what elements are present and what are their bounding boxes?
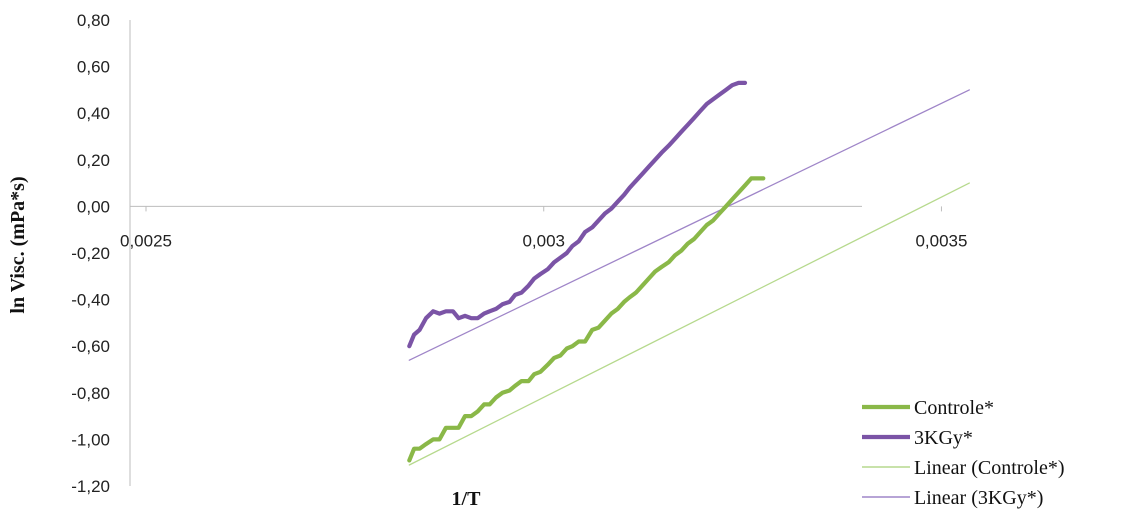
y-tick-label: 0,20 <box>77 151 110 170</box>
legend-label: Linear (3KGy*) <box>914 487 1043 509</box>
x-tick-label: 0,0025 <box>120 231 172 250</box>
series-layer <box>407 80 970 466</box>
y-axis-title: ln Visc. (mPa*s) <box>7 176 29 313</box>
series-line-linear-3kgy <box>408 89 970 361</box>
y-tick-label: -0,40 <box>71 291 110 310</box>
x-axis-title: 1/T <box>452 488 482 510</box>
x-tick-label: 0,0035 <box>915 231 967 250</box>
y-tick-label: -0,20 <box>71 244 110 263</box>
legend: Controle* 3KGy* Linear (Controle*) Linear (… <box>862 397 1065 509</box>
legend-label: Linear (Controle*) <box>914 457 1065 479</box>
y-tick-label: 0,40 <box>77 104 110 123</box>
y-tick-label: 0,00 <box>77 197 110 216</box>
series-line-linear-controle <box>408 182 970 466</box>
y-tick-label: -0,80 <box>71 384 110 403</box>
y-axis-ticks: 0,80 0,60 0,40 0,20 0,00 -0,20 -0,40 -0,60 -0,80… <box>71 11 131 496</box>
series-line-controle <box>407 176 766 463</box>
series-line-3kgy <box>407 80 748 349</box>
y-tick-label: 0,60 <box>77 58 110 77</box>
legend-label: Controle* <box>914 397 994 419</box>
y-tick-label: -1,20 <box>71 477 110 496</box>
y-tick-label: 0,80 <box>77 11 110 30</box>
y-tick-label: -0,60 <box>71 337 110 356</box>
legend-label: 3KGy* <box>914 427 973 449</box>
x-tick-label: 0,003 <box>522 231 565 250</box>
y-tick-label: -1,00 <box>71 430 110 449</box>
x-axis: 0,0025 0,003 0,0035 <box>120 205 967 250</box>
